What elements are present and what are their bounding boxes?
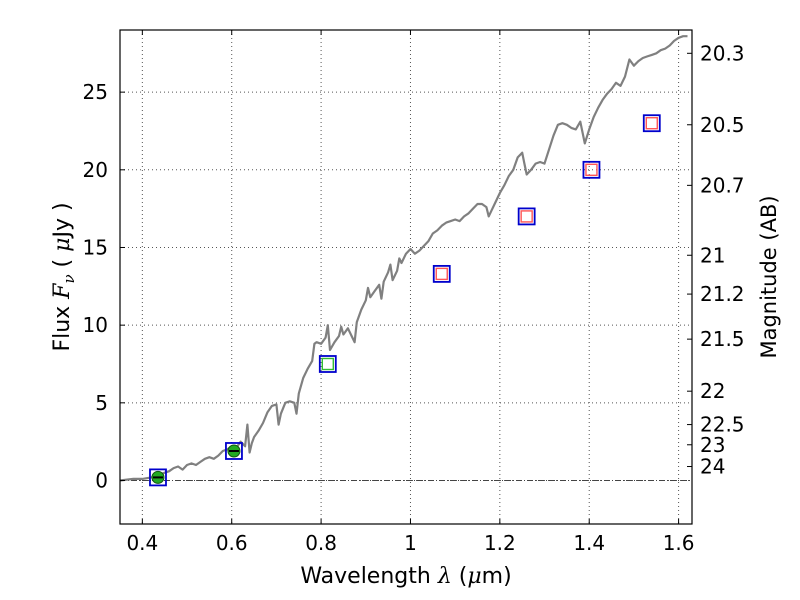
red-limits-marker <box>645 117 658 130</box>
photometry-marker <box>225 442 243 460</box>
x-tick-label: 1 <box>404 531 417 555</box>
x-tick-label: 0.6 <box>216 531 248 555</box>
x-tick-label: 1.2 <box>484 531 516 555</box>
x-tick-label: 0.4 <box>126 531 158 555</box>
x-axis-label: Wavelength λ (μm) <box>300 564 511 589</box>
y2-tick-label: 20.5 <box>700 113 745 137</box>
y-tick-label: 15 <box>83 235 108 259</box>
y2-tick-label: 21.5 <box>700 327 745 351</box>
x-tick-label: 1.4 <box>573 531 605 555</box>
y2-axis-label: Magnitude (AB) <box>757 195 781 358</box>
photometry-marker <box>517 207 536 226</box>
y-axis-label: Flux Fν ( μJy ) <box>50 202 78 351</box>
y2-tick-label: 20.7 <box>700 173 745 197</box>
y2-tick-label: 21.2 <box>700 282 745 306</box>
photometry-marker <box>149 468 167 487</box>
x-tick-label: 1.6 <box>663 531 695 555</box>
y2-tick-label: 24 <box>700 455 725 479</box>
y2-tick-label: 22 <box>700 379 725 403</box>
y2-tick-label: 22.5 <box>700 413 745 437</box>
y-tick-label: 5 <box>95 391 108 415</box>
photometry-marker <box>432 264 451 283</box>
x-tick-label: 0.8 <box>305 531 337 555</box>
y2-tick-label: 20.3 <box>700 41 745 65</box>
y-tick-label: 10 <box>83 313 108 337</box>
photometry-marker <box>318 355 337 373</box>
photometry-marker <box>642 114 661 133</box>
red-limits-marker <box>435 267 448 281</box>
y-tick-label: 20 <box>83 158 108 182</box>
red-limits-marker <box>585 163 598 177</box>
photometry-marker <box>582 160 601 179</box>
y-tick-label: 0 <box>95 469 108 493</box>
red-limits-marker <box>520 210 533 223</box>
y2-tick-label: 23 <box>700 433 725 457</box>
green-limit-marker <box>321 357 334 371</box>
plot-area <box>120 30 692 524</box>
axes-frame <box>119 29 693 525</box>
y2-tick-label: 21 <box>700 243 725 267</box>
y-tick-label: 25 <box>83 80 108 104</box>
